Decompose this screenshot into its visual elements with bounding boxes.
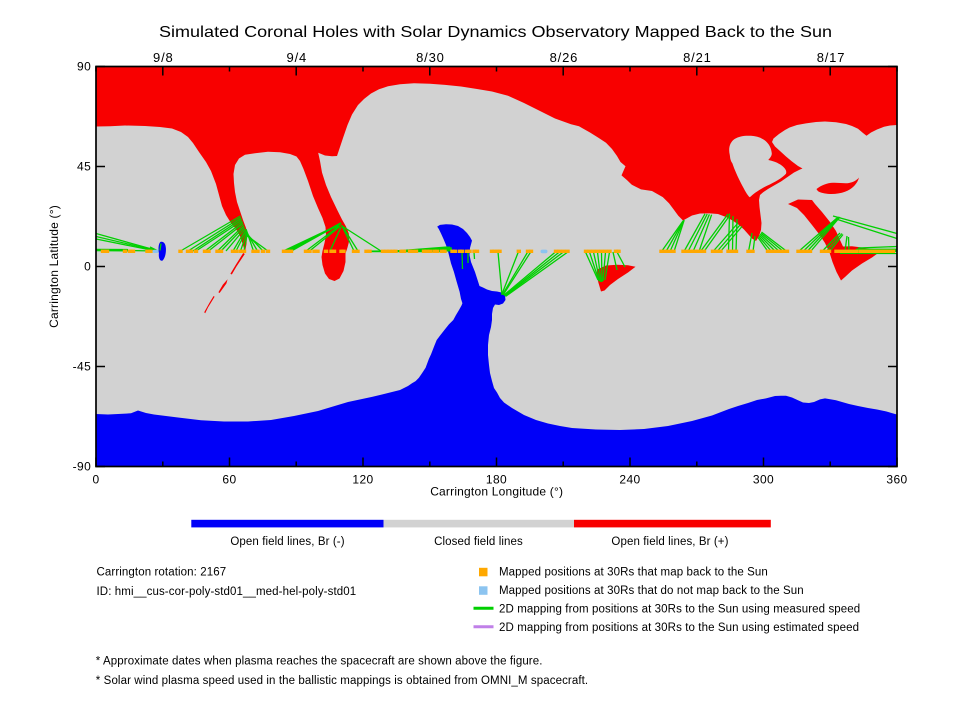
svg-text:8/30: 8/30 <box>416 50 445 65</box>
svg-text:360: 360 <box>886 473 907 487</box>
svg-text:Simulated Coronal Holes with S: Simulated Coronal Holes with Solar Dynam… <box>159 24 832 41</box>
svg-text:Open field lines, Br (+): Open field lines, Br (+) <box>611 536 728 548</box>
svg-text:0: 0 <box>84 260 91 274</box>
svg-text:60: 60 <box>222 473 236 487</box>
svg-text:Open field lines, Br (-): Open field lines, Br (-) <box>230 536 344 548</box>
svg-text:Mapped positions at 30Rs that: Mapped positions at 30Rs that do not map… <box>499 585 804 597</box>
svg-text:2D mapping from positions at 3: 2D mapping from positions at 30Rs to the… <box>499 604 860 616</box>
svg-text:8/26: 8/26 <box>550 50 579 65</box>
svg-text:240: 240 <box>619 473 640 487</box>
svg-text:8/21: 8/21 <box>683 50 712 65</box>
svg-text:300: 300 <box>753 473 774 487</box>
svg-text:Closed field lines: Closed field lines <box>434 536 523 548</box>
svg-text:120: 120 <box>352 473 373 487</box>
svg-text:8/17: 8/17 <box>817 50 846 65</box>
svg-text:9/4: 9/4 <box>287 50 307 65</box>
svg-text:45: 45 <box>77 160 91 174</box>
svg-text:-90: -90 <box>73 460 92 474</box>
svg-text:-45: -45 <box>73 360 92 374</box>
svg-text:ID: hmi__cus-cor-poly-std01__m: ID: hmi__cus-cor-poly-std01__med-hel-pol… <box>97 586 357 598</box>
svg-text:Mapped positions at 30Rs that: Mapped positions at 30Rs that map back t… <box>499 567 768 579</box>
svg-text:Carrington Longitude (°): Carrington Longitude (°) <box>430 485 563 499</box>
svg-text:* Solar wind plasma speed used: * Solar wind plasma speed used in the ba… <box>96 675 588 687</box>
svg-text:0: 0 <box>92 473 99 487</box>
svg-text:2D mapping from positions at 3: 2D mapping from positions at 30Rs to the… <box>499 622 859 634</box>
svg-text:9/8: 9/8 <box>153 50 173 65</box>
svg-text:Carrington rotation: 2167: Carrington rotation: 2167 <box>97 567 227 579</box>
svg-text:90: 90 <box>77 60 91 74</box>
svg-text:* Approximate dates when plasm: * Approximate dates when plasma reaches … <box>96 656 543 668</box>
svg-text:Carrington Latitude (°): Carrington Latitude (°) <box>47 205 61 328</box>
